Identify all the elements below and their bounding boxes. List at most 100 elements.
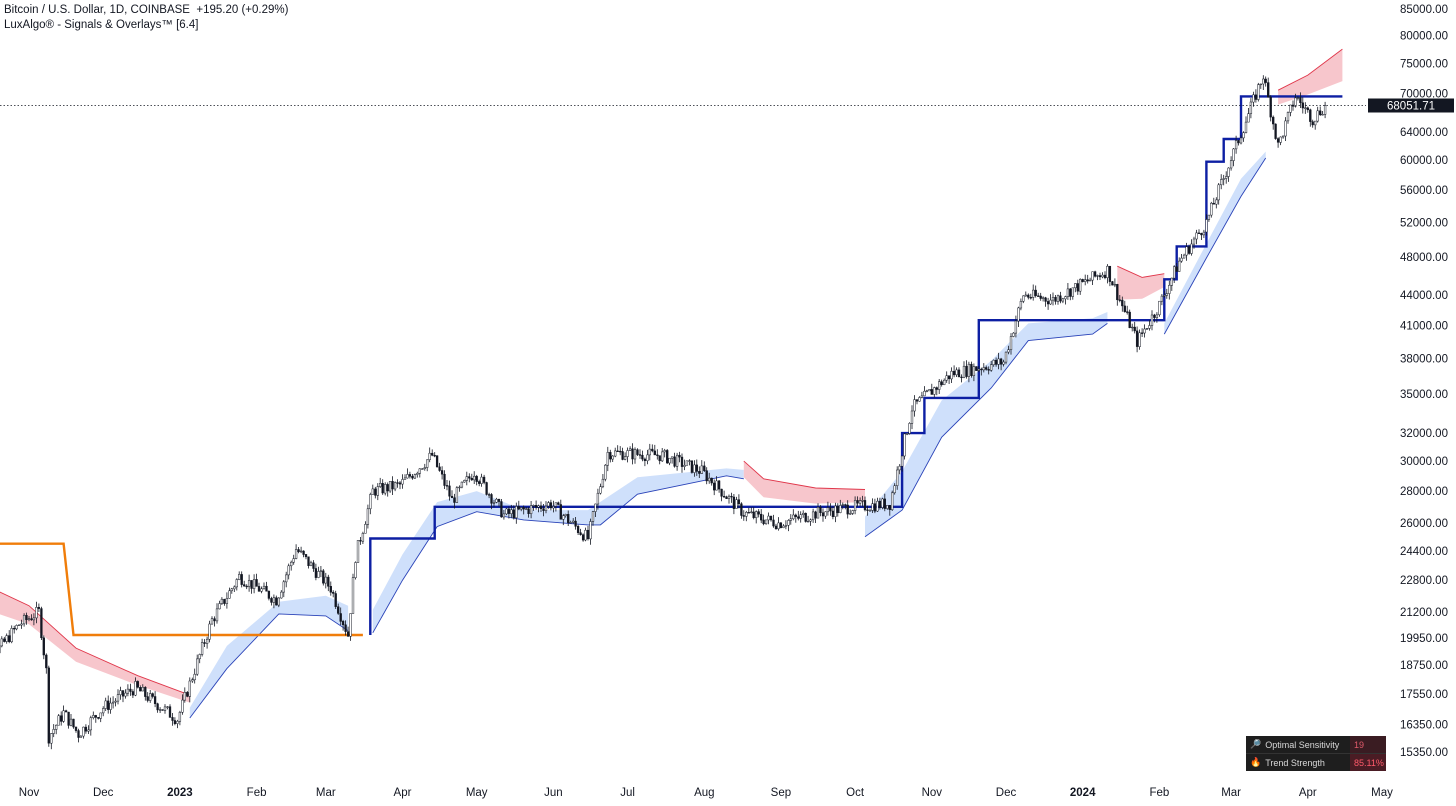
candle-body — [716, 481, 718, 490]
candle-body — [656, 455, 658, 456]
candle-body — [1146, 328, 1148, 329]
candle-body — [327, 577, 329, 586]
candle-body — [689, 461, 691, 462]
candle-body — [409, 474, 411, 476]
y-tick-label-6: 56000.00 — [1400, 185, 1448, 197]
candle-body — [416, 473, 418, 474]
candle-body — [38, 607, 40, 608]
candle-body — [419, 469, 421, 474]
candle-body — [182, 700, 184, 712]
candle-body — [221, 599, 223, 603]
candle-body — [347, 632, 349, 637]
cloud-edge-2 — [373, 476, 744, 633]
candle-body — [1225, 177, 1227, 179]
dashboard-label-sensitivity: Optimal Sensitivity — [1265, 740, 1339, 750]
candle-body — [617, 451, 619, 452]
candle-body — [337, 607, 339, 614]
candle-body — [21, 624, 23, 625]
candle-body — [3, 639, 5, 642]
candle-body — [634, 450, 636, 459]
candle-body — [224, 599, 226, 603]
candle-body — [122, 691, 124, 697]
candle-body — [268, 591, 270, 598]
candle-body — [879, 501, 881, 507]
cloud-edge-0 — [0, 580, 190, 695]
candle-body — [1223, 179, 1225, 180]
candle-body — [862, 500, 864, 501]
candle-body — [167, 707, 169, 708]
candle-body — [708, 478, 710, 481]
candle-body — [1312, 122, 1314, 125]
candle-body — [1156, 315, 1158, 318]
indicator-line[interactable]: LuxAlgo® - Signals & Overlays™ [6.4] — [4, 18, 288, 33]
candle-body — [575, 521, 577, 526]
candle-body — [1272, 117, 1274, 124]
candle-body — [713, 483, 715, 490]
candle-body — [743, 516, 745, 517]
candle-body — [919, 398, 921, 402]
candle-body — [231, 589, 233, 591]
candle-body — [958, 370, 960, 377]
candle-body — [50, 734, 52, 744]
candle-body — [510, 510, 512, 514]
candle-body — [506, 509, 508, 514]
x-tick-label-12: Nov — [922, 787, 943, 799]
trailing-stop-lines — [0, 96, 1342, 635]
candle-body — [835, 506, 837, 517]
candle-body — [1104, 275, 1106, 278]
candle-body — [481, 477, 483, 484]
candle-body — [1324, 106, 1326, 115]
candle-body — [525, 509, 527, 510]
candle-body — [595, 504, 597, 512]
candle-body — [162, 710, 164, 711]
x-tick-label-16: Mar — [1221, 787, 1241, 799]
candle-body — [1171, 278, 1173, 285]
candle-body — [753, 512, 755, 518]
candle-body — [454, 498, 456, 503]
candle-body — [280, 592, 282, 598]
candle-body — [790, 519, 792, 521]
candle-body — [788, 520, 790, 525]
dashboard-row-trend-strength: 🔥 Trend Strength 85.11% — [1246, 754, 1386, 771]
candle-body — [342, 621, 344, 625]
symbol-line[interactable]: Bitcoin / U.S. Dollar, 1D, COINBASE +195… — [4, 3, 288, 18]
candle-body — [839, 505, 841, 512]
candle-body — [1275, 124, 1277, 139]
candle-body — [706, 471, 708, 481]
x-tick-label-9: Aug — [694, 787, 714, 799]
cloud-segment-1 — [190, 596, 348, 718]
candle-body — [1151, 315, 1153, 326]
candle-body — [414, 475, 416, 479]
candle-body — [711, 478, 713, 483]
candle-body — [216, 609, 218, 621]
candle-body — [1245, 122, 1247, 133]
candle-body — [832, 511, 834, 517]
candle-body — [486, 483, 488, 495]
candle-body — [147, 697, 149, 701]
candles — [0, 75, 1326, 749]
candle-body — [451, 496, 453, 498]
candle-body — [988, 369, 990, 370]
candle-body — [1107, 266, 1109, 278]
candle-body — [906, 433, 908, 434]
candle-body — [535, 505, 537, 507]
candle-body — [23, 615, 25, 624]
candle-body — [439, 467, 441, 471]
candle-body — [303, 551, 305, 555]
magnifier-icon: 🔎 — [1250, 739, 1261, 750]
y-tick-label-1: 80000.00 — [1400, 30, 1448, 42]
candle-body — [572, 521, 574, 522]
y-tick-label-7: 52000.00 — [1400, 217, 1448, 229]
candle-body — [1260, 84, 1262, 85]
candle-body — [80, 736, 82, 737]
candle-body — [993, 360, 995, 365]
candle-body — [736, 500, 738, 509]
candle-body — [261, 589, 263, 592]
candle-body — [206, 639, 208, 643]
candle-body — [204, 643, 206, 644]
candle-body — [760, 514, 762, 520]
candle-body — [238, 574, 240, 579]
candle-body — [468, 477, 470, 479]
